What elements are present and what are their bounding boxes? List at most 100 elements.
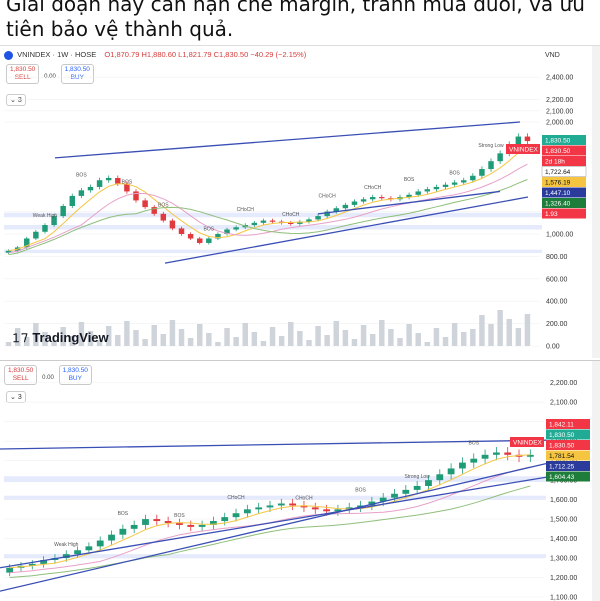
candle-body xyxy=(391,494,398,498)
volume-bar xyxy=(224,328,229,346)
candle-body xyxy=(361,199,366,201)
candle-body xyxy=(402,490,409,494)
candle-body xyxy=(115,178,120,184)
candle-body xyxy=(233,513,240,517)
candle-body xyxy=(255,507,262,509)
candle-body xyxy=(170,221,175,229)
right-sidebar-bottom[interactable] xyxy=(592,361,600,601)
y-tick-label: 800.00 xyxy=(546,254,568,261)
volume-bar xyxy=(434,328,439,346)
volume-bar xyxy=(470,329,475,346)
candle-body xyxy=(434,187,439,189)
candle-body xyxy=(252,223,257,225)
volume-bar xyxy=(124,321,129,346)
structure-annotation: BOS xyxy=(174,513,185,519)
volume-bar xyxy=(279,336,284,346)
candle-body xyxy=(153,519,160,521)
structure-annotation: CHoCH xyxy=(364,185,382,191)
volume-bar xyxy=(343,330,348,346)
volume-bar xyxy=(497,310,502,346)
candle-body xyxy=(79,190,84,196)
volume-bar xyxy=(406,324,411,346)
top-chart-panel[interactable]: VNINDEX · 1W · HOSE O1,870.79 H1,880.60 … xyxy=(0,45,600,358)
volume-bar xyxy=(415,333,420,346)
y-tick-label: 1,000.00 xyxy=(546,232,573,239)
tradingview-logo-icon: 𝟷𝟽 xyxy=(12,330,32,345)
support-zone xyxy=(4,496,546,500)
support-zone xyxy=(4,213,542,217)
y-tick-label: 1,200.00 xyxy=(550,575,577,582)
volume-bar xyxy=(306,340,311,346)
structure-annotation: CHoCH xyxy=(237,207,255,213)
volume-bar xyxy=(361,325,366,346)
caption: Giai đoạn này cần hạn chế margin, tránh … xyxy=(6,0,596,42)
y-tick-label: 2,200.00 xyxy=(550,380,577,387)
volume-bar xyxy=(188,338,193,346)
candle-body xyxy=(370,197,375,199)
candle-body xyxy=(142,200,147,207)
candle-body xyxy=(443,185,448,187)
structure-annotation: BOS xyxy=(449,170,460,176)
volume-bar xyxy=(370,334,375,346)
candle-body xyxy=(6,568,13,573)
candle-body xyxy=(312,507,319,509)
volume-bar xyxy=(243,323,248,346)
candle-body xyxy=(493,452,500,454)
volume-bar xyxy=(170,320,175,346)
volume-bar xyxy=(270,327,275,346)
structure-annotation: Strong Low xyxy=(405,474,431,480)
y-tick-label: 0.00 xyxy=(546,344,560,351)
volume-bar xyxy=(452,323,457,346)
top-chart-svg[interactable]: 2,400.002,200.002,100.002,000.001,200.00… xyxy=(0,46,600,358)
candle-body xyxy=(179,228,184,234)
volume-bar xyxy=(179,329,184,346)
candle-body xyxy=(288,223,293,224)
candle-body xyxy=(425,189,430,191)
y-tick-label: 600.00 xyxy=(546,276,568,283)
price-tag-label: 1.93 xyxy=(545,211,558,218)
candle-body xyxy=(323,509,330,511)
candle-body xyxy=(352,202,357,205)
price-tag-label: 1,781.54 xyxy=(549,453,575,460)
structure-annotation: BOS xyxy=(404,177,415,183)
candle-body xyxy=(108,535,115,541)
volume-bar xyxy=(197,324,202,346)
candle-body xyxy=(85,546,92,550)
volume-bar xyxy=(334,321,339,346)
volume-bar xyxy=(379,320,384,346)
right-sidebar[interactable] xyxy=(592,46,600,358)
price-tag-label: 1,842.11 xyxy=(549,422,574,429)
structure-annotation: CHoCH xyxy=(282,212,300,218)
candle-body xyxy=(516,137,521,145)
candle-body xyxy=(448,468,455,474)
volume-bar xyxy=(324,335,329,346)
candle-body xyxy=(176,523,183,525)
y-tick-label: 1,100.00 xyxy=(550,595,577,601)
volume-bar xyxy=(516,328,521,346)
y-tick-label: 400.00 xyxy=(546,299,568,306)
structure-annotation: BOS xyxy=(118,511,129,517)
candle-body xyxy=(452,182,457,184)
y-tick-label: 1,300.00 xyxy=(550,556,577,563)
y-tick-label: 2,200.00 xyxy=(546,97,573,104)
y-tick-label: 2,400.00 xyxy=(546,75,573,82)
candle-body xyxy=(470,459,477,463)
candle-body xyxy=(88,187,93,190)
candle-body xyxy=(70,196,75,206)
structure-annotation: BOS xyxy=(204,226,215,232)
trend-channel-line xyxy=(0,440,546,449)
volume-bar xyxy=(315,326,320,346)
volume-bar xyxy=(261,341,266,346)
volume-bar xyxy=(297,331,302,346)
structure-annotation: BOS xyxy=(158,203,169,209)
candle-body xyxy=(233,227,238,229)
volume-bar xyxy=(507,319,512,346)
bottom-chart-svg[interactable]: 2,200.002,100.002,000.001,900.001,800.00… xyxy=(0,361,600,601)
volume-bar xyxy=(133,330,138,346)
trend-channel-line xyxy=(55,122,520,158)
price-tag-label: 1,604.43 xyxy=(549,474,575,481)
price-tag-label: 1,830.50 xyxy=(545,148,571,155)
candle-body xyxy=(488,161,493,169)
candle-body xyxy=(343,205,348,208)
